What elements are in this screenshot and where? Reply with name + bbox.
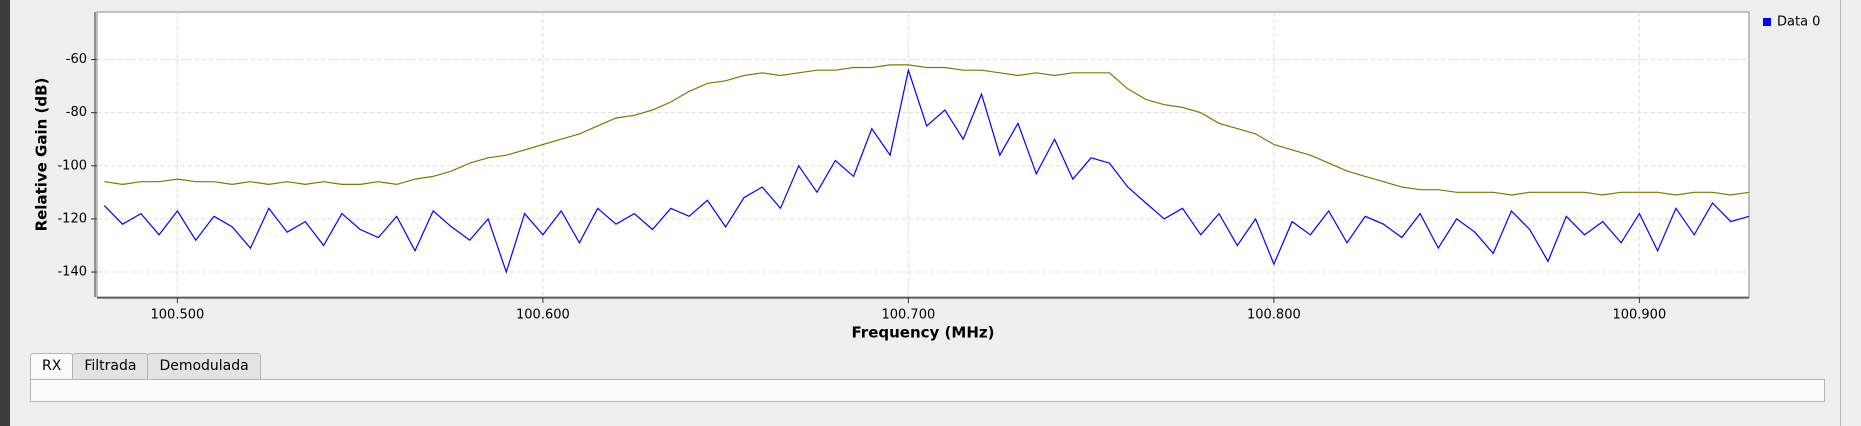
plot-area bbox=[96, 11, 1750, 298]
y-tick-label: -140 bbox=[57, 265, 87, 280]
series-line bbox=[103, 67, 1750, 274]
x-tick-label: 100.600 bbox=[516, 308, 570, 323]
y-tick-label: -80 bbox=[66, 105, 87, 120]
series-line bbox=[104, 64, 1750, 196]
tab[interactable]: Demodulada bbox=[147, 353, 261, 379]
y-tick-label: -100 bbox=[57, 158, 87, 173]
x-tick-label: 100.800 bbox=[1247, 308, 1301, 323]
x-tick-label: 100.500 bbox=[151, 308, 205, 323]
tab[interactable]: RX bbox=[30, 353, 74, 379]
y-axis-label: Relative Gain (dB) bbox=[33, 78, 51, 232]
tab-panel bbox=[30, 379, 1825, 402]
x-tick-label: 100.900 bbox=[1612, 308, 1666, 323]
chart: -140 -120 -100 -80 -60 100.500 100.600 100.700 1… bbox=[33, 11, 1820, 342]
x-axis-label: Frequency (MHz) bbox=[852, 324, 995, 342]
side-strip bbox=[0, 0, 10, 426]
separator bbox=[1840, 0, 1841, 426]
y-tick-label: -60 bbox=[66, 52, 87, 67]
tab-bar: RX Filtrada Demodulada bbox=[30, 353, 261, 379]
y-tick-label: -120 bbox=[57, 211, 87, 226]
legend-label: Data 0 bbox=[1777, 15, 1820, 30]
legend-swatch bbox=[1763, 18, 1771, 26]
x-tick-label: 100.700 bbox=[881, 308, 935, 323]
tab[interactable]: Filtrada bbox=[72, 353, 149, 379]
